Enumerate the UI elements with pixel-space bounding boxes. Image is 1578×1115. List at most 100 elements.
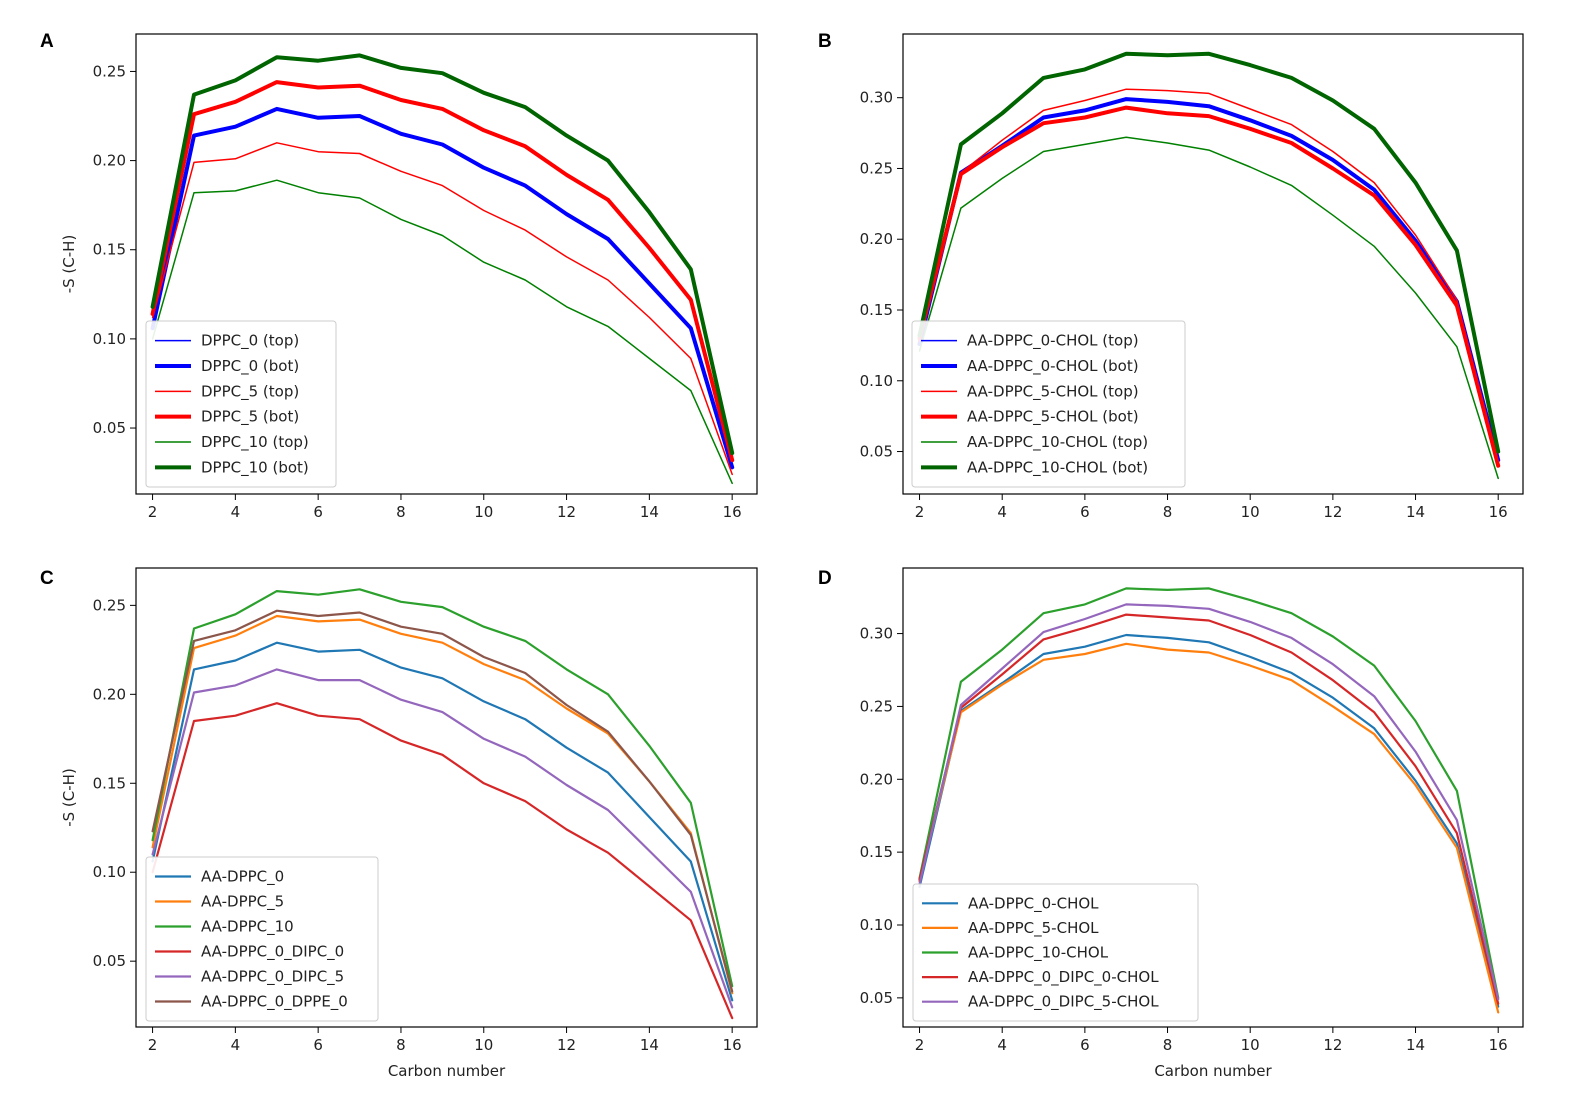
legend-entry: AA-DPPC_0_DIPC_0 (201, 943, 344, 962)
series-lines (918, 587, 1500, 1014)
series-line-6 (150, 53, 735, 455)
y-tick-label: 0.15 (860, 301, 893, 319)
panel-letter: B (818, 31, 832, 52)
series-line-1 (918, 633, 1500, 1008)
y-tick-label: 0.20 (93, 685, 126, 703)
legend-entry: AA-DPPC_0-CHOL (968, 894, 1099, 913)
x-tick-label: 10 (474, 503, 493, 521)
series-lines (151, 588, 734, 1020)
y-axis-label: -S (C-H) (60, 768, 78, 827)
panel-letter: D (818, 568, 832, 589)
y-tick-label: 0.15 (93, 774, 126, 792)
legend-box (911, 320, 1186, 488)
series-lines (150, 53, 735, 485)
x-tick-label: 14 (640, 1036, 659, 1054)
x-tick-label: 16 (1489, 503, 1508, 521)
x-tick-label: 8 (1163, 503, 1173, 521)
legend-entry: AA-DPPC_10 (201, 918, 294, 937)
legend-entry: DPPC_5 (bot) (201, 408, 299, 427)
legend-box (912, 883, 1199, 1022)
legend-entry: AA-DPPC_10-CHOL (bot) (967, 458, 1148, 477)
legend-entry: DPPC_10 (bot) (201, 458, 309, 477)
series-line-5 (918, 603, 1500, 1001)
x-tick-label: 10 (1241, 503, 1260, 521)
series-line-4 (918, 613, 1500, 1005)
series-line-5 (151, 179, 733, 485)
panel-letter: C (40, 568, 54, 589)
plot-frame (135, 567, 758, 1028)
series-line-2 (918, 642, 1500, 1014)
series-line-3 (151, 588, 734, 988)
y-tick-label: 0.10 (860, 916, 893, 934)
x-tick-label: 4 (231, 1036, 241, 1054)
legend-entry: AA-DPPC_0_DIPC_0-CHOL (968, 968, 1159, 987)
legend-entry: DPPC_5 (top) (201, 382, 299, 401)
x-tick-label: 6 (313, 503, 323, 521)
x-tick-label: 12 (557, 1036, 576, 1054)
legend-entry: AA-DPPC_5-CHOL (bot) (967, 408, 1139, 427)
y-tick-label: 0.05 (860, 443, 893, 461)
y-tick-label: 0.10 (93, 863, 126, 881)
y-tick-label: 0.10 (860, 372, 893, 390)
x-tick-label: 2 (915, 503, 925, 521)
series-line-4 (917, 105, 1501, 468)
legend: AA-DPPC_0-CHOL AA-DPPC_5-CHOL AA-DPPC_10-C… (912, 883, 1199, 1022)
x-tick-label: 14 (1406, 1036, 1425, 1054)
x-tick-label: 4 (997, 1036, 1007, 1054)
x-tick-label: 16 (723, 503, 742, 521)
x-tick-label: 12 (557, 503, 576, 521)
x-tick-label: 2 (915, 1036, 925, 1054)
x-tick-label: 12 (1323, 503, 1342, 521)
y-tick-label: 0.05 (93, 952, 126, 970)
y-tick-label: 0.30 (860, 89, 893, 107)
y-tick-label: 0.15 (93, 241, 126, 259)
x-tick-label: 6 (1080, 503, 1090, 521)
legend-entry: DPPC_0 (top) (201, 332, 299, 351)
chart-panel-c: C 2 4 6 8 10 12 14 16 0.05 0.10 0.15 0.20 0.25 -S (C-H… (40, 567, 758, 1080)
legend-box (145, 856, 379, 1022)
x-tick-label: 16 (723, 1036, 742, 1054)
series-line-3 (918, 88, 1499, 464)
legend: AA-DPPC_0 AA-DPPC_5 AA-DPPC_10 AA-DPPC_0_DI… (145, 856, 379, 1022)
series-line-2 (150, 106, 735, 470)
y-tick-label: 0.05 (93, 419, 126, 437)
series-line-1 (151, 641, 734, 1002)
y-tick-label: 0.20 (93, 152, 126, 170)
legend: AA-DPPC_0-CHOL (top) AA-DPPC_0-CHOL (bot)… (911, 320, 1186, 488)
series-line-5 (151, 668, 734, 1009)
x-axis-label: Carbon number (388, 1062, 506, 1080)
legend-entry: AA-DPPC_0-CHOL (top) (967, 332, 1139, 351)
x-tick-label: 2 (148, 503, 158, 521)
x-tick-label: 4 (231, 503, 241, 521)
legend-box (145, 320, 337, 488)
y-tick-label: 0.15 (860, 843, 893, 861)
legend-entry: AA-DPPC_5-CHOL (top) (967, 382, 1139, 401)
x-tick-label: 6 (313, 1036, 323, 1054)
x-tick-label: 12 (1323, 1036, 1342, 1054)
chart-panel-d: D 2 4 6 8 10 12 14 16 0.05 0.10 0.15 0.20 0.25 0.30 Car… (818, 567, 1524, 1080)
plot-frame (902, 33, 1524, 495)
x-tick-label: 4 (997, 503, 1007, 521)
legend-entry: DPPC_0 (bot) (201, 357, 299, 376)
series-line-4 (150, 80, 735, 463)
series-line-3 (151, 142, 733, 476)
x-tick-label: 8 (1163, 1036, 1173, 1054)
x-tick-label: 16 (1489, 1036, 1508, 1054)
legend-entry: AA-DPPC_5 (201, 893, 284, 912)
plot-frame (902, 567, 1524, 1028)
y-tick-label: 0.30 (860, 625, 893, 643)
chart-panel-b: B 2 4 6 8 10 12 14 16 0.05 0.10 0.15 0.20 0.25 0.30 AA-… (818, 31, 1524, 521)
x-tick-label: 10 (474, 1036, 493, 1054)
series-line-5 (918, 136, 1499, 480)
x-tick-label: 8 (396, 1036, 406, 1054)
x-tick-label: 2 (148, 1036, 158, 1054)
legend-entry: AA-DPPC_10-CHOL (top) (967, 433, 1148, 452)
y-tick-label: 0.25 (860, 697, 893, 715)
series-line-2 (917, 97, 1501, 462)
legend-entry: AA-DPPC_0 (201, 868, 284, 887)
legend: DPPC_0 (top) DPPC_0 (bot) DPPC_5 (top) DPPC… (145, 320, 337, 488)
legend-entry: AA-DPPC_5-CHOL (968, 919, 1099, 938)
x-tick-label: 10 (1241, 1036, 1260, 1054)
y-axis-label: -S (C-H) (60, 235, 78, 294)
legend-entry: AA-DPPC_0_DPPE_0 (201, 993, 348, 1012)
